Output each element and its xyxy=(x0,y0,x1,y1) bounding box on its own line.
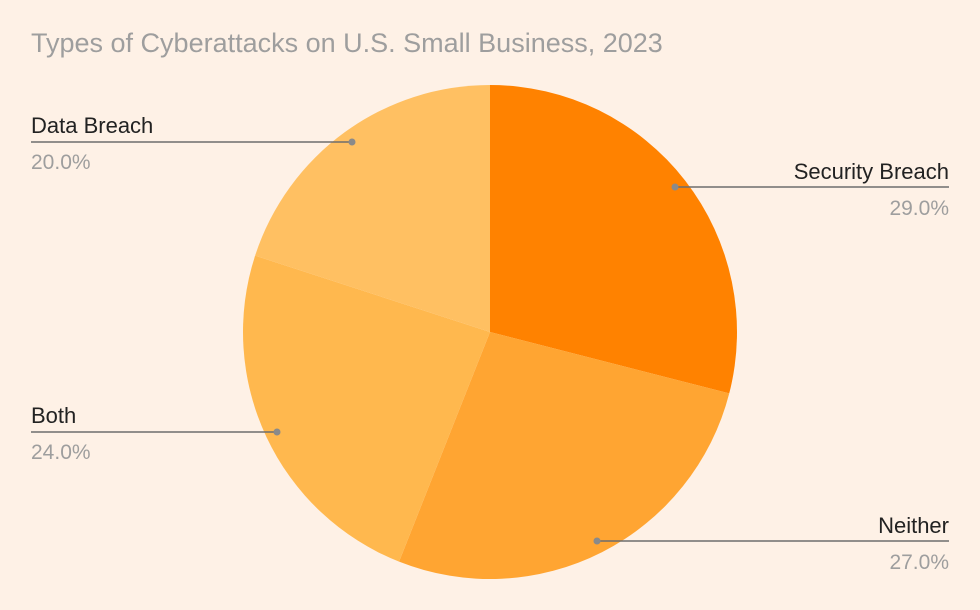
pie-slice-data-breach xyxy=(255,85,490,332)
slice-label: Security Breach xyxy=(794,159,949,184)
leader-dot xyxy=(671,183,679,191)
leader-dot xyxy=(273,428,281,436)
callout-data-breach: Data Breach 20.0% xyxy=(31,113,356,174)
callout-neither: Neither 27.0% xyxy=(593,513,949,574)
pie-slice-both xyxy=(242,255,490,562)
slice-percent: 20.0% xyxy=(31,151,91,174)
slice-label: Both xyxy=(31,403,76,428)
pie-slice-security-breach xyxy=(490,85,738,394)
slice-label: Data Breach xyxy=(31,113,153,138)
chart-title: Types of Cyberattacks on U.S. Small Busi… xyxy=(31,28,663,58)
slice-label: Neither xyxy=(878,513,949,538)
pie-slice-neither xyxy=(399,332,730,579)
slice-percent: 24.0% xyxy=(31,441,91,464)
callout-both: Both 24.0% xyxy=(31,403,281,464)
slice-percent: 27.0% xyxy=(889,551,949,574)
slice-percent: 29.0% xyxy=(889,197,949,220)
leader-dot xyxy=(593,537,601,545)
leader-dot xyxy=(348,138,356,146)
callout-security-breach: Security Breach 29.0% xyxy=(671,159,949,220)
